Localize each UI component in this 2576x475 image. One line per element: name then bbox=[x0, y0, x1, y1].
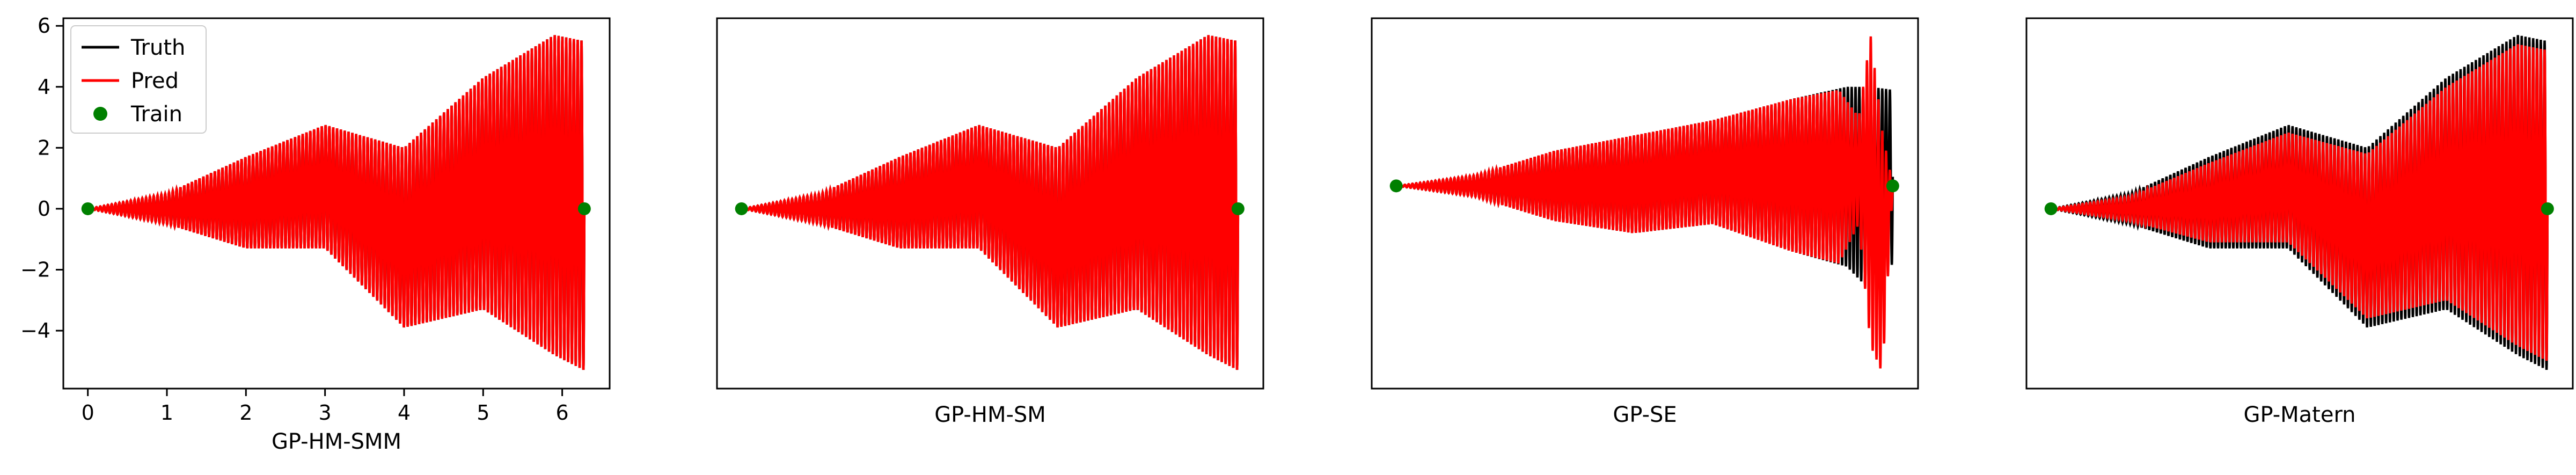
axes-frame bbox=[1371, 17, 1919, 390]
panel-label: GP-Matern bbox=[2243, 403, 2355, 427]
x-tick-label: 5 bbox=[477, 401, 489, 425]
pred-line bbox=[1396, 36, 1894, 369]
panel-1: 0 1 2 3 4 5 6 −4 −2 0 2 4 6 GP-HM-SMM Truth Pred Train bbox=[20, 14, 611, 454]
axes-frame bbox=[716, 17, 1264, 390]
panel-2: GP-HM-SM bbox=[716, 17, 1264, 427]
panel-label: GP-HM-SM bbox=[934, 403, 1046, 427]
legend-label: Train bbox=[130, 102, 182, 127]
x-tick-label: 3 bbox=[319, 401, 332, 425]
pred-line bbox=[741, 35, 1240, 370]
panel-3: GP-SE bbox=[1371, 17, 1919, 427]
plot-area bbox=[1389, 36, 1899, 369]
x-tick-label: 0 bbox=[82, 401, 94, 425]
x-tick-label: 6 bbox=[556, 401, 569, 425]
legend-label: Truth bbox=[130, 35, 185, 60]
y-tick-label: 0 bbox=[38, 197, 50, 221]
y-tick-label: −2 bbox=[20, 258, 50, 282]
legend-label: Pred bbox=[131, 69, 179, 93]
train-point bbox=[735, 202, 748, 215]
axes-frame bbox=[62, 17, 611, 390]
panel-4: GP-Matern bbox=[2025, 17, 2574, 427]
x-tick-label: 4 bbox=[398, 401, 411, 425]
x-tick-label: 1 bbox=[160, 401, 173, 425]
train-point bbox=[577, 202, 591, 215]
panel-label: GP-SE bbox=[1613, 403, 1677, 427]
y-tick-label: 4 bbox=[38, 75, 50, 99]
pred-line bbox=[2051, 44, 2549, 361]
x-tick-label: 2 bbox=[239, 401, 252, 425]
train-point bbox=[2044, 202, 2058, 215]
legend: Truth Pred Train bbox=[70, 25, 207, 134]
plot-area bbox=[81, 35, 591, 370]
y-tick-label: 6 bbox=[38, 14, 50, 38]
train-point bbox=[1389, 179, 1403, 193]
train-point bbox=[81, 202, 94, 215]
y-tick-label: −4 bbox=[20, 319, 50, 342]
panel-label: GP-HM-SMM bbox=[272, 429, 401, 454]
pred-line bbox=[87, 35, 586, 370]
legend-marker bbox=[93, 107, 107, 121]
train-point bbox=[1231, 202, 1245, 215]
plot-area bbox=[735, 35, 1245, 370]
train-point bbox=[2541, 202, 2554, 215]
legend-box bbox=[70, 25, 207, 134]
y-tick-label: 2 bbox=[38, 136, 50, 159]
axes-frame bbox=[2025, 17, 2574, 390]
plot-area bbox=[2044, 35, 2554, 370]
train-point bbox=[1886, 179, 1899, 193]
